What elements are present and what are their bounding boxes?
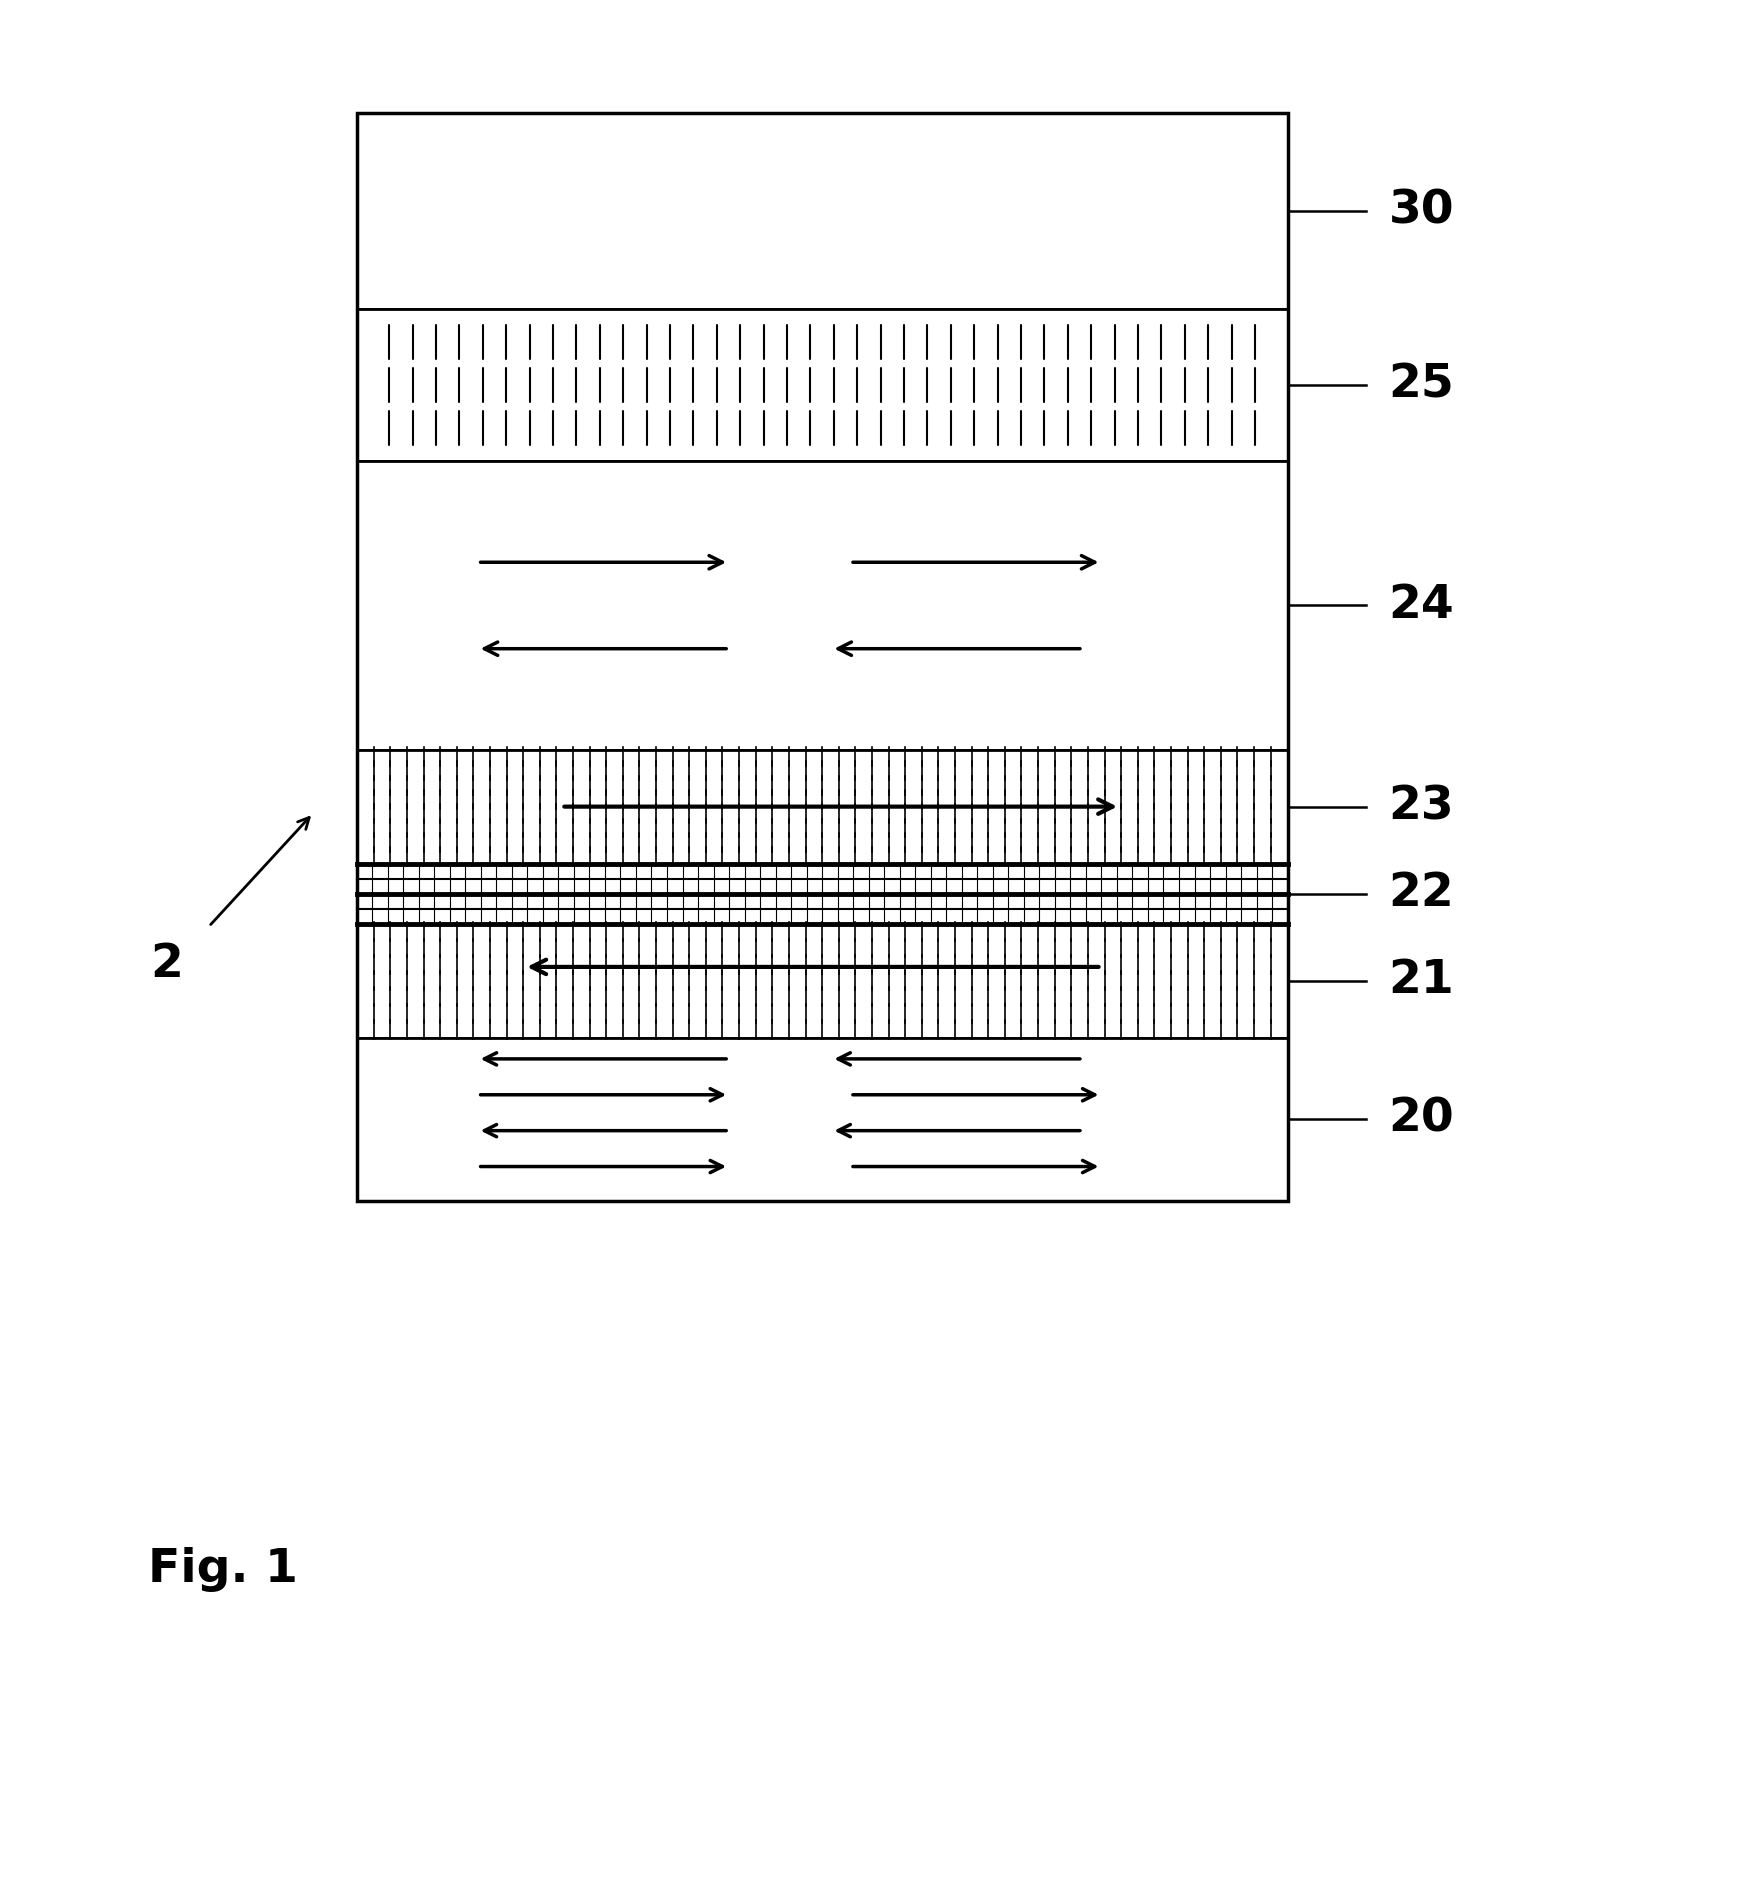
Text: 2: 2 <box>150 942 183 987</box>
Text: 22: 22 <box>1388 872 1454 915</box>
Bar <box>356 113 1287 1201</box>
Text: 30: 30 <box>1388 189 1454 234</box>
Bar <box>356 1038 1287 1201</box>
Text: 21: 21 <box>1388 959 1454 1002</box>
Text: 23: 23 <box>1388 785 1454 828</box>
Bar <box>356 749 1287 864</box>
Bar <box>356 461 1287 749</box>
Bar <box>356 113 1287 310</box>
Text: 25: 25 <box>1388 363 1454 408</box>
Bar <box>356 923 1287 1038</box>
Text: Fig. 1: Fig. 1 <box>148 1547 297 1592</box>
Bar <box>356 864 1287 923</box>
Bar <box>356 310 1287 461</box>
Text: 24: 24 <box>1388 582 1454 628</box>
Text: 20: 20 <box>1388 1097 1454 1142</box>
